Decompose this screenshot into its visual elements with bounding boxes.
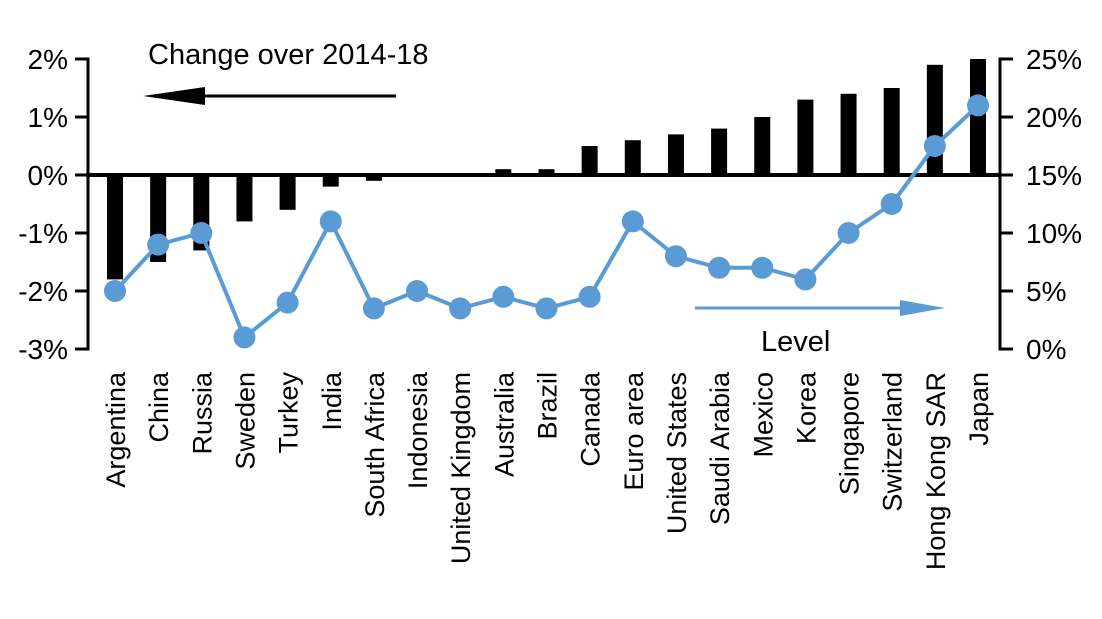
line-marker: [276, 291, 299, 314]
bar: [667, 134, 684, 175]
bar-series-annotation: Change over 2014-18: [148, 39, 429, 71]
line-marker: [233, 326, 256, 349]
bar: [840, 93, 857, 175]
right-axis-ticks: 25% 20% 15% 10% 5% 0%: [1000, 44, 1082, 365]
right-tick-label: 5%: [1026, 276, 1066, 307]
line-marker: [837, 222, 860, 244]
line-marker: [967, 94, 989, 117]
line-marker: [406, 280, 429, 302]
left-tick-label: 0%: [28, 160, 68, 191]
bar: [322, 175, 339, 187]
line-series-annotation: Level: [761, 326, 830, 358]
bar: [624, 140, 641, 175]
category-label: Hong Kong SAR: [921, 372, 951, 570]
bar-series: [107, 59, 986, 280]
line-marker: [492, 285, 515, 308]
right-tick-label: 15%: [1026, 160, 1082, 191]
category-label: Euro area: [619, 371, 649, 491]
category-label: Australia: [489, 371, 519, 477]
bar: [711, 128, 728, 175]
bar: [581, 146, 598, 175]
line-marker: [578, 285, 601, 308]
bar: [365, 175, 382, 181]
category-label: Mexico: [748, 372, 778, 458]
right-tick-label: 0%: [1026, 334, 1066, 365]
right-tick-label: 20%: [1026, 102, 1082, 133]
left-tick-label: 2%: [28, 44, 68, 75]
bar: [926, 64, 943, 175]
category-label: Saudi Arabia: [705, 371, 735, 525]
bar: [495, 169, 512, 175]
category-label: Brazil: [533, 372, 563, 440]
line-marker: [664, 245, 687, 268]
line-marker: [880, 193, 903, 215]
line-marker: [708, 256, 731, 279]
line-marker: [923, 135, 946, 157]
line-series: [104, 94, 989, 349]
category-label: India: [317, 371, 347, 431]
category-label: Sweden: [230, 372, 260, 470]
left-arrow-icon: [143, 87, 396, 105]
category-label: Argentina: [101, 371, 131, 488]
line-marker: [104, 280, 126, 302]
bar: [970, 59, 986, 175]
line-marker: [190, 222, 213, 244]
line-marker: [319, 210, 342, 233]
category-axis-labels: Argentina China Russia Sweden Turkey India Sou…: [101, 371, 994, 570]
bar: [107, 175, 123, 280]
category-label: United States: [662, 372, 692, 534]
category-label: South Africa: [360, 371, 390, 518]
right-tick-label: 10%: [1026, 218, 1082, 249]
left-tick-label: -1%: [18, 218, 68, 249]
bar: [236, 175, 253, 222]
category-label: Japan: [964, 372, 994, 446]
bar: [538, 169, 555, 175]
bar: [883, 88, 900, 175]
left-tick-label: 1%: [28, 102, 68, 133]
left-axis-ticks: 2% 1% 0% -1% -2% -3%: [18, 44, 88, 365]
category-label: Switzerland: [878, 372, 908, 512]
category-label: Turkey: [274, 372, 304, 454]
category-label: Singapore: [835, 372, 865, 495]
left-tick-label: -2%: [18, 276, 68, 307]
category-label: Korea: [791, 371, 821, 444]
category-label: Canada: [576, 371, 606, 467]
line-marker: [621, 210, 644, 233]
category-label: China: [144, 371, 174, 443]
right-arrow-icon: [695, 300, 945, 316]
left-tick-label: -3%: [18, 334, 68, 365]
category-label: Indonesia: [403, 371, 433, 489]
line-marker: [535, 297, 558, 320]
category-label: Russia: [187, 371, 217, 455]
bar: [754, 117, 771, 175]
line-marker: [147, 233, 170, 256]
bar: [797, 99, 814, 175]
line-marker: [751, 256, 774, 279]
line-marker: [449, 297, 472, 320]
line-marker: [794, 268, 817, 291]
bar: [279, 175, 296, 210]
line-marker: [362, 297, 385, 320]
right-tick-label: 25%: [1026, 44, 1082, 75]
category-label: United Kingdom: [446, 372, 476, 564]
